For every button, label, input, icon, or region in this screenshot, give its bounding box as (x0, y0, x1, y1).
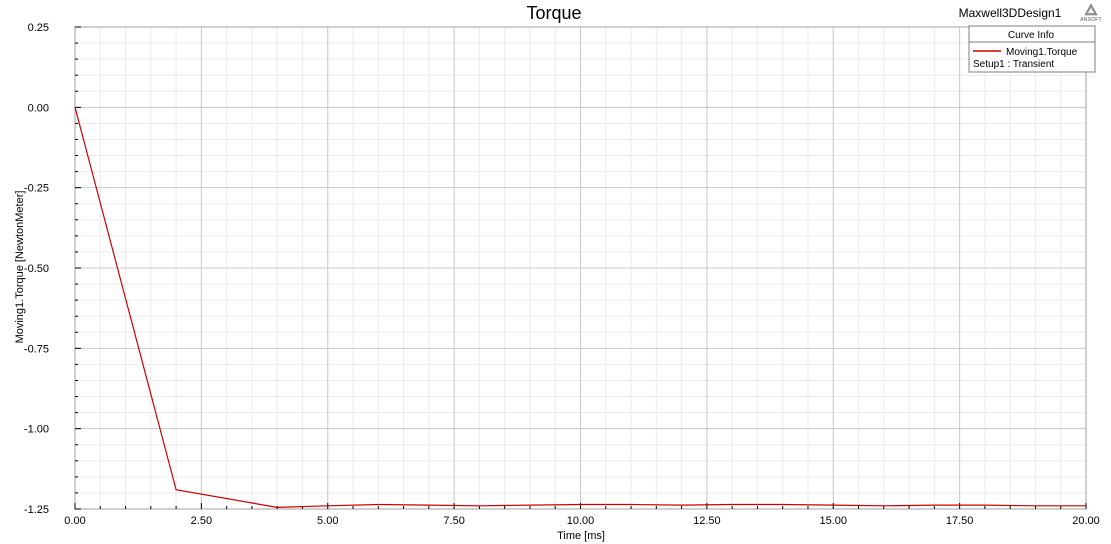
y-tick-label: -1.00 (24, 424, 49, 436)
legend-title: Curve Info (1008, 30, 1055, 41)
x-tick-label: 5.00 (317, 515, 338, 527)
x-tick-label: 20.00 (1072, 515, 1100, 527)
axis-ticks: 0.00 2.50 5.00 7.50 10.00 12.50 15.00 17.50 20.0… (24, 22, 1100, 527)
chart-title: Torque (526, 3, 581, 23)
y-tick-label: -0.75 (24, 343, 49, 355)
x-tick-label: 0.00 (64, 515, 85, 527)
x-axis-label: Time [ms] (557, 530, 605, 542)
legend-box: Curve Info Moving1.Torque Setup1 : Trans… (968, 25, 1096, 73)
legend-frame (968, 25, 1096, 73)
x-tick-label: 10.00 (567, 515, 595, 527)
y-axis-label: Moving1.Torque [NewtonMeter] (14, 191, 26, 344)
ansoft-logo-icon (1084, 3, 1098, 16)
y-tick-label: -0.50 (24, 263, 49, 275)
y-tick-label: 0.00 (28, 102, 49, 114)
grid (74, 26, 1087, 510)
series-layer (74, 107, 1086, 508)
ansoft-logo: ANSOFT (1080, 3, 1102, 23)
y-tick-label: -1.25 (24, 504, 49, 516)
legend-entry-subtitle: Setup1 : Transient (973, 59, 1054, 70)
design-name: Maxwell3DDesign1 (959, 6, 1062, 20)
x-tick-label: 2.50 (191, 515, 212, 527)
y-tick-label: -0.25 (24, 183, 49, 195)
x-tick-label: 15.00 (819, 515, 847, 527)
x-tick-label: 17.50 (946, 515, 974, 527)
logo-text: ANSOFT (1080, 17, 1101, 23)
x-tick-label: 12.50 (693, 515, 721, 527)
x-tick-label: 7.50 (443, 515, 464, 527)
legend-entry-name: Moving1.Torque (1006, 47, 1078, 58)
series-line-moving1-torque (74, 107, 1086, 508)
y-tick-label: 0.25 (28, 22, 49, 34)
